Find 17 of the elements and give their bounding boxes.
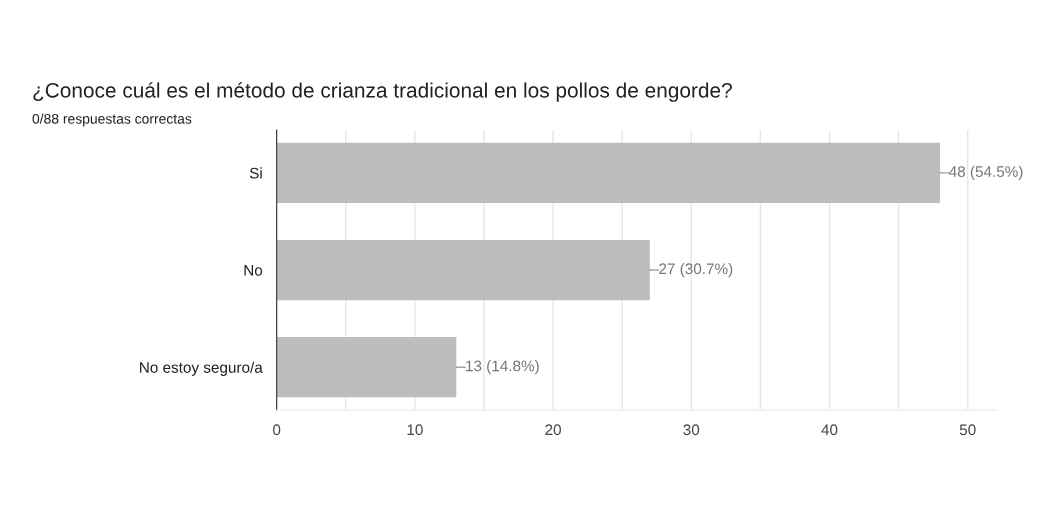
bar [276,337,457,398]
x-tick-label: 30 [683,424,700,436]
x-tick-label: 20 [545,424,561,436]
data-label: 48 (54.5%) [949,165,1023,181]
data-label: 27 (30.7%) [659,262,733,278]
bar [276,239,650,301]
y-tick-label: No estoy seguro/a [140,361,263,376]
y-tick-label: No [244,265,263,276]
x-tick-label: 40 [821,424,838,436]
x-tick-label: 10 [407,424,423,436]
text: 0/88 respuestas correctas [32,113,192,127]
x-tick-label: 50 [959,424,976,436]
chart-title: ¿Conoce cuál es el método de crianza tradicional en los pollos de engorde? [33,82,732,102]
bar [276,142,941,204]
x-tick-label: 0 [273,424,281,436]
y-tick-label: Si [249,167,262,179]
data-label: 13 (14.8%) [466,360,539,375]
